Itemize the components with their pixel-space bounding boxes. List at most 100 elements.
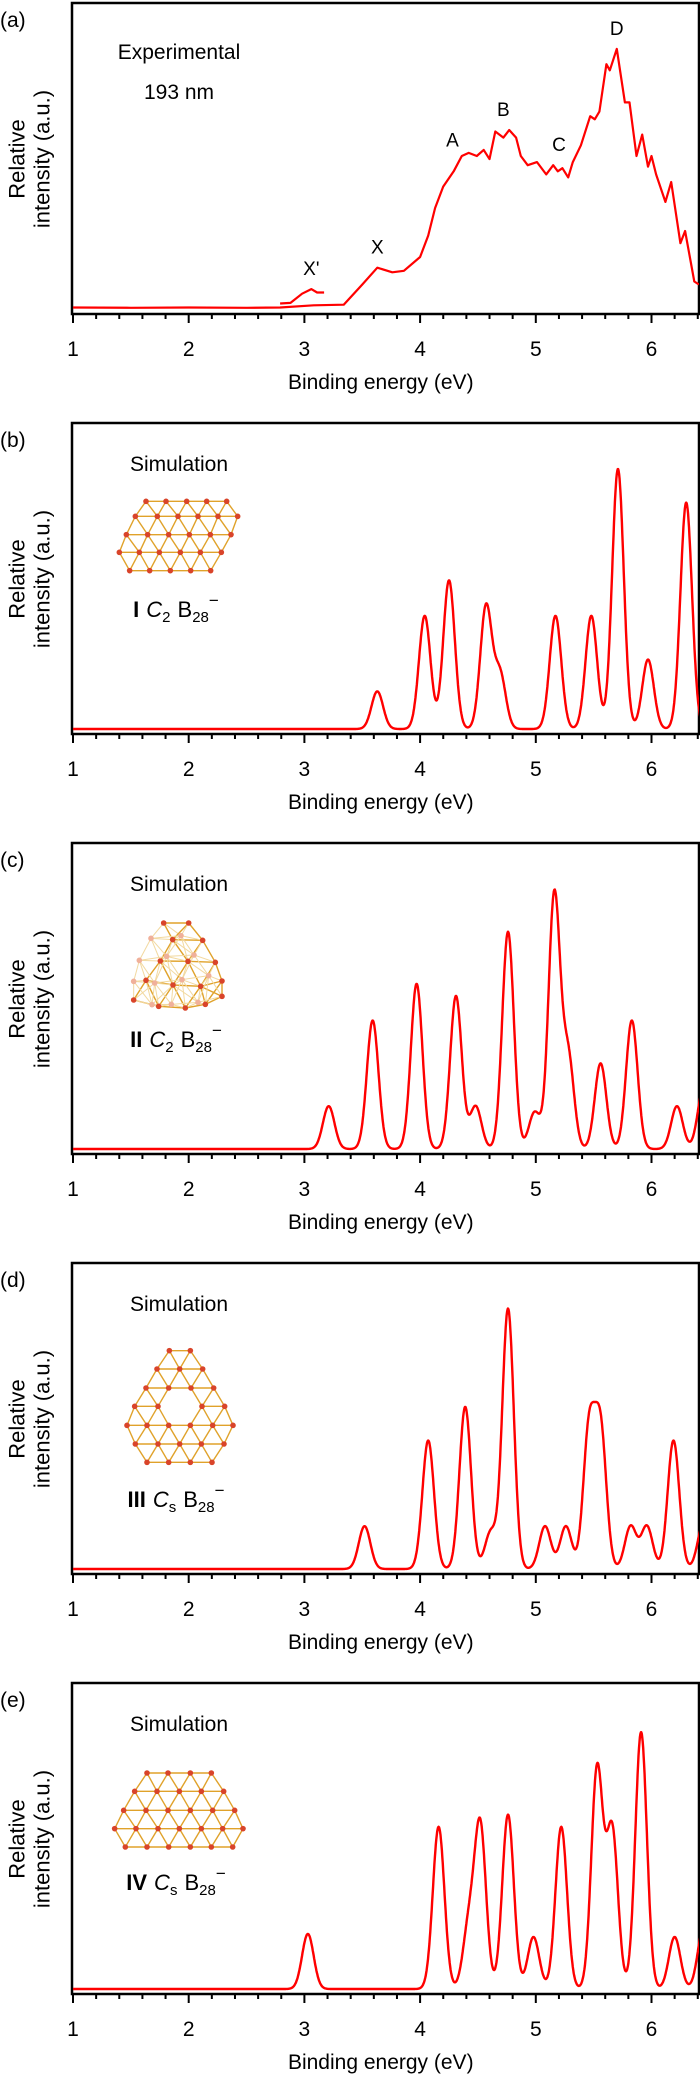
bond — [168, 516, 179, 535]
charge-superscript: − — [216, 1864, 226, 1883]
bond — [188, 922, 204, 941]
boron-atom — [176, 1788, 183, 1795]
spectrum-line-inset — [280, 288, 325, 305]
boron-atom — [144, 1770, 150, 1776]
bond — [187, 961, 202, 987]
bond — [200, 1443, 213, 1463]
bond — [181, 979, 199, 1003]
boron-atom — [132, 1441, 139, 1447]
boron-atom — [130, 978, 137, 985]
bond — [179, 1424, 191, 1445]
bond — [199, 986, 207, 1005]
boron-atom — [133, 1825, 139, 1832]
bond — [125, 534, 140, 553]
bond — [123, 1809, 137, 1830]
boron-atom — [179, 976, 185, 983]
boron-atom — [220, 1788, 227, 1795]
bond — [133, 960, 140, 982]
inset-title: Simulation — [130, 873, 228, 896]
panel-caption: Experimental — [118, 41, 241, 64]
bond — [223, 1425, 234, 1445]
y-axis-label: Relative — [5, 1379, 30, 1458]
x-axis-label: Binding energy (eV) — [288, 1211, 474, 1234]
x-axis-label: Binding energy (eV) — [288, 2051, 474, 2074]
bond — [189, 1772, 202, 1792]
boron-atom — [199, 937, 206, 944]
isomer-numeral: III — [127, 1487, 145, 1512]
boron-atom — [176, 1366, 183, 1372]
bond — [184, 985, 202, 1009]
bond — [199, 534, 211, 553]
boron-atom — [221, 1441, 227, 1447]
boron-atom — [223, 498, 230, 505]
bond — [172, 960, 189, 986]
formula-element: B — [181, 1027, 196, 1052]
bond — [138, 960, 156, 984]
bond — [154, 982, 172, 1005]
bond — [166, 956, 174, 986]
formula-subscript: 28 — [192, 609, 209, 626]
boron-atom — [219, 993, 225, 1000]
bond — [150, 938, 168, 957]
bond — [212, 1405, 226, 1426]
panel-content: (a) Relative intensity (a.u.) 1 2 3 4 5 6 Binding… — [0, 1, 700, 394]
bond — [166, 935, 182, 957]
bond — [188, 534, 201, 553]
boron-atom — [165, 1770, 171, 1776]
bond — [146, 1405, 159, 1426]
boron-atom — [231, 1807, 238, 1814]
bond — [201, 1387, 215, 1407]
bond — [200, 1772, 212, 1792]
boron-atom — [148, 935, 154, 942]
bond — [168, 1350, 181, 1370]
bond — [145, 980, 153, 1005]
bond — [145, 980, 160, 1007]
formula-element: B — [178, 597, 193, 622]
bond — [146, 1772, 158, 1792]
panel-content: (c) Relative intensity (a.u.) 1 2 3 4 5 6 Binding… — [0, 841, 700, 1234]
boron-atom — [131, 1403, 138, 1410]
boron-atom — [185, 958, 191, 965]
peak-label: D — [610, 19, 624, 40]
bond — [114, 1828, 126, 1848]
formula-subscript: 28 — [199, 1882, 216, 1899]
bond — [217, 500, 228, 517]
x-tick-label: 2 — [183, 2018, 195, 2041]
bond — [200, 1790, 214, 1811]
bond — [150, 935, 182, 939]
bond — [167, 1809, 180, 1830]
bond — [157, 1424, 170, 1445]
bond — [118, 551, 131, 572]
boron-atom — [116, 549, 123, 556]
bond — [145, 500, 158, 517]
bond — [189, 1350, 204, 1370]
bond — [154, 982, 160, 1007]
bond — [146, 1443, 159, 1463]
bond — [154, 956, 168, 984]
boron-atom — [183, 498, 190, 505]
boron-atom — [202, 1001, 209, 1008]
bond — [171, 1001, 199, 1005]
bond — [193, 954, 216, 963]
formula-element: B — [183, 1487, 198, 1512]
boron-atom — [165, 1459, 172, 1466]
point-group-subscript: s — [170, 1882, 178, 1899]
bond — [157, 1443, 170, 1463]
cluster-structure-image — [111, 1770, 246, 1850]
boron-atom — [165, 1807, 171, 1814]
bond — [214, 962, 223, 982]
inset-title: Simulation — [130, 1713, 228, 1736]
boron-atom — [212, 959, 219, 966]
bond — [212, 1790, 225, 1811]
boron-atom — [191, 952, 197, 958]
bond — [200, 1424, 214, 1445]
boron-atom — [123, 531, 130, 538]
boron-atom — [207, 531, 214, 538]
panel-caption: 193 nm — [144, 81, 214, 104]
bond — [199, 551, 212, 572]
x-tick-label: 5 — [530, 758, 542, 781]
formula-subscript: 28 — [198, 1499, 215, 1516]
panel-content: (b) Relative intensity (a.u.) 1 2 3 4 5 6 Binding… — [0, 421, 700, 814]
bond — [168, 534, 181, 553]
cluster-structure-image — [130, 920, 225, 1011]
